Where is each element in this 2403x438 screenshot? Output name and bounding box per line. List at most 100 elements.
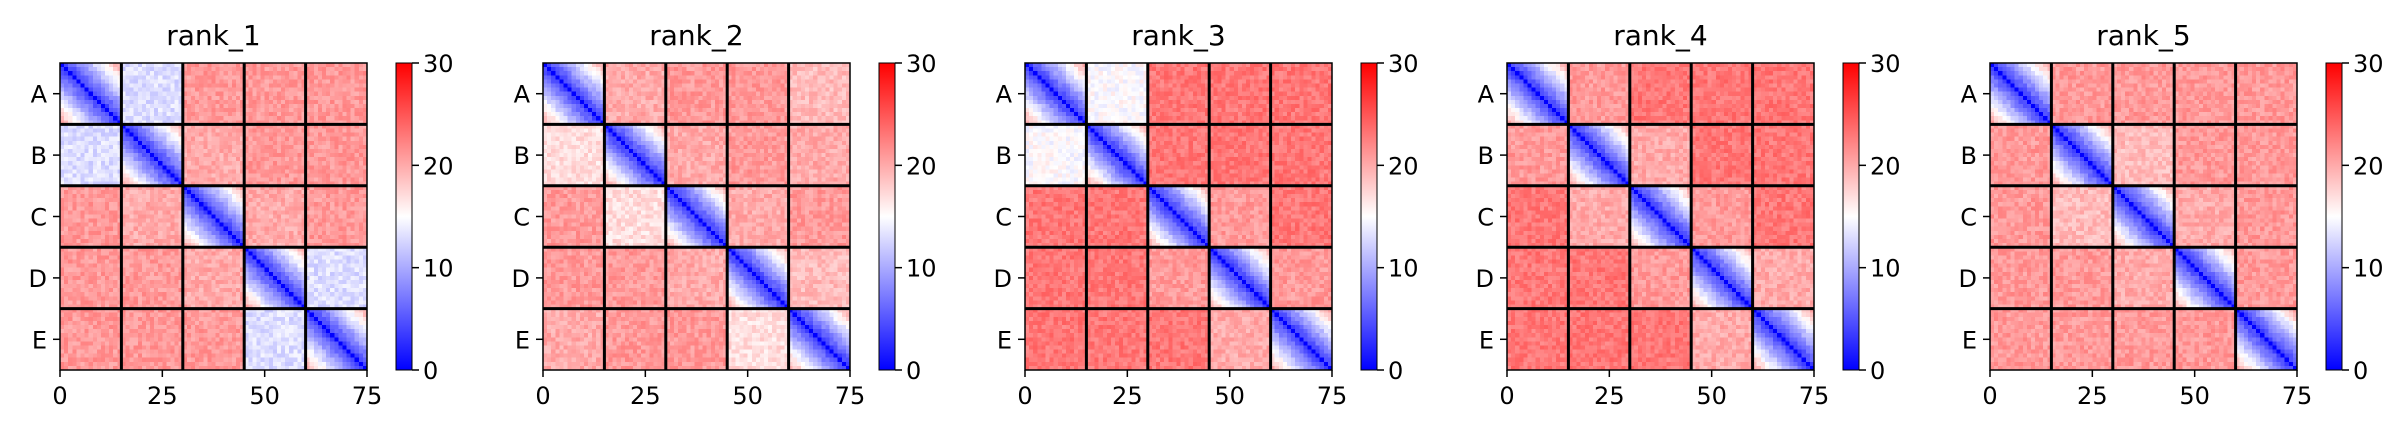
heatmap-cell	[207, 83, 211, 87]
heatmap-cell	[297, 198, 301, 202]
heatmap-cell	[68, 165, 72, 169]
heatmap-cell	[130, 169, 134, 173]
heatmap-cell	[85, 259, 89, 263]
heatmap-cell	[80, 194, 84, 198]
heatmap-cell	[281, 276, 285, 280]
heatmap-cell	[261, 71, 265, 75]
heatmap-cell	[162, 96, 166, 100]
heatmap-cell	[310, 255, 314, 259]
heatmap-cell	[85, 178, 89, 182]
heatmap-cell	[101, 116, 105, 120]
heatmap-cell	[330, 296, 334, 300]
heatmap-cell	[93, 219, 97, 223]
heatmap-cell	[187, 206, 191, 210]
heatmap-cell	[89, 231, 93, 235]
heatmap-cell	[211, 161, 215, 165]
heatmap-cell	[130, 296, 134, 300]
heatmap-cell	[248, 280, 252, 284]
heatmap-cell	[277, 268, 281, 272]
heatmap-cell	[203, 235, 207, 239]
heatmap-cell	[85, 100, 89, 104]
heatmap-cell	[113, 210, 117, 214]
heatmap-cell	[187, 235, 191, 239]
heatmap-cell	[80, 145, 84, 149]
heatmap-cell	[228, 296, 232, 300]
heatmap-cell	[297, 231, 301, 235]
heatmap-cell	[158, 169, 162, 173]
heatmap-cell	[220, 116, 224, 120]
heatmap-cell	[330, 157, 334, 161]
heatmap-cell	[216, 133, 220, 137]
heatmap-cell	[314, 104, 318, 108]
heatmap-cell	[68, 198, 72, 202]
heatmap-cell	[228, 321, 232, 325]
heatmap-cell	[162, 116, 166, 120]
heatmap-cell	[265, 292, 269, 296]
heatmap-cell	[113, 67, 117, 71]
heatmap-cell	[297, 83, 301, 87]
heatmap-cell	[216, 300, 220, 304]
heatmap-cell	[80, 79, 84, 83]
heatmap-cell	[351, 329, 355, 333]
heatmap-cell	[224, 165, 228, 169]
heatmap-cell	[109, 206, 113, 210]
heatmap-cell	[64, 333, 68, 337]
heatmap-cell	[130, 198, 134, 202]
heatmap-cell	[318, 194, 322, 198]
heatmap-cell	[248, 272, 252, 276]
heatmap-cell	[261, 104, 265, 108]
heatmap-cell	[293, 145, 297, 149]
heatmap-cell	[142, 104, 146, 108]
heatmap-cell	[297, 190, 301, 194]
heatmap-cell	[101, 145, 105, 149]
heatmap-cell	[220, 333, 224, 337]
heatmap-cell	[318, 313, 322, 317]
heatmap-cell	[314, 137, 318, 141]
heatmap-cell	[232, 296, 236, 300]
heatmap-cell	[158, 88, 162, 92]
heatmap-cell	[318, 92, 322, 96]
heatmap-cell	[326, 79, 330, 83]
heatmap-cell	[261, 276, 265, 280]
heatmap-cell	[252, 104, 256, 108]
heatmap-cell	[125, 268, 129, 272]
heatmap-cell	[248, 116, 252, 120]
heatmap-cell	[171, 268, 175, 272]
heatmap-cell	[326, 284, 330, 288]
heatmap-cell	[334, 100, 338, 104]
heatmap-cell	[273, 251, 277, 255]
heatmap-cell	[338, 206, 342, 210]
heatmap-cell	[289, 165, 293, 169]
heatmap-cell	[232, 157, 236, 161]
heatmap-cell	[359, 317, 363, 321]
heatmap-cell	[162, 235, 166, 239]
heatmap-cell	[347, 325, 351, 329]
heatmap-cell	[76, 116, 80, 120]
heatmap-cell	[228, 317, 232, 321]
heatmap-cell	[310, 268, 314, 272]
heatmap-cell	[351, 227, 355, 231]
heatmap-cell	[338, 276, 342, 280]
heatmap-cell	[166, 227, 170, 231]
heatmap-cell	[256, 194, 260, 198]
heatmap-cell	[330, 100, 334, 104]
heatmap-cell	[134, 259, 138, 263]
heatmap-cell	[76, 280, 80, 284]
heatmap-cell	[146, 161, 150, 165]
heatmap-cell	[125, 227, 129, 231]
heatmap-cell	[338, 79, 342, 83]
heatmap-cell	[322, 145, 326, 149]
heatmap-cell	[326, 137, 330, 141]
heatmap-cell	[150, 321, 154, 325]
heatmap-cell	[224, 202, 228, 206]
heatmap-cell	[93, 235, 97, 239]
heatmap-cell	[232, 104, 236, 108]
heatmap-cell	[220, 157, 224, 161]
heatmap-cell	[211, 92, 215, 96]
heatmap-cell	[347, 239, 351, 243]
heatmap-cell	[203, 145, 207, 149]
heatmap-cell	[236, 174, 240, 178]
heatmap-cell	[297, 169, 301, 173]
heatmap-cell	[310, 112, 314, 116]
heatmap-cell	[269, 202, 273, 206]
